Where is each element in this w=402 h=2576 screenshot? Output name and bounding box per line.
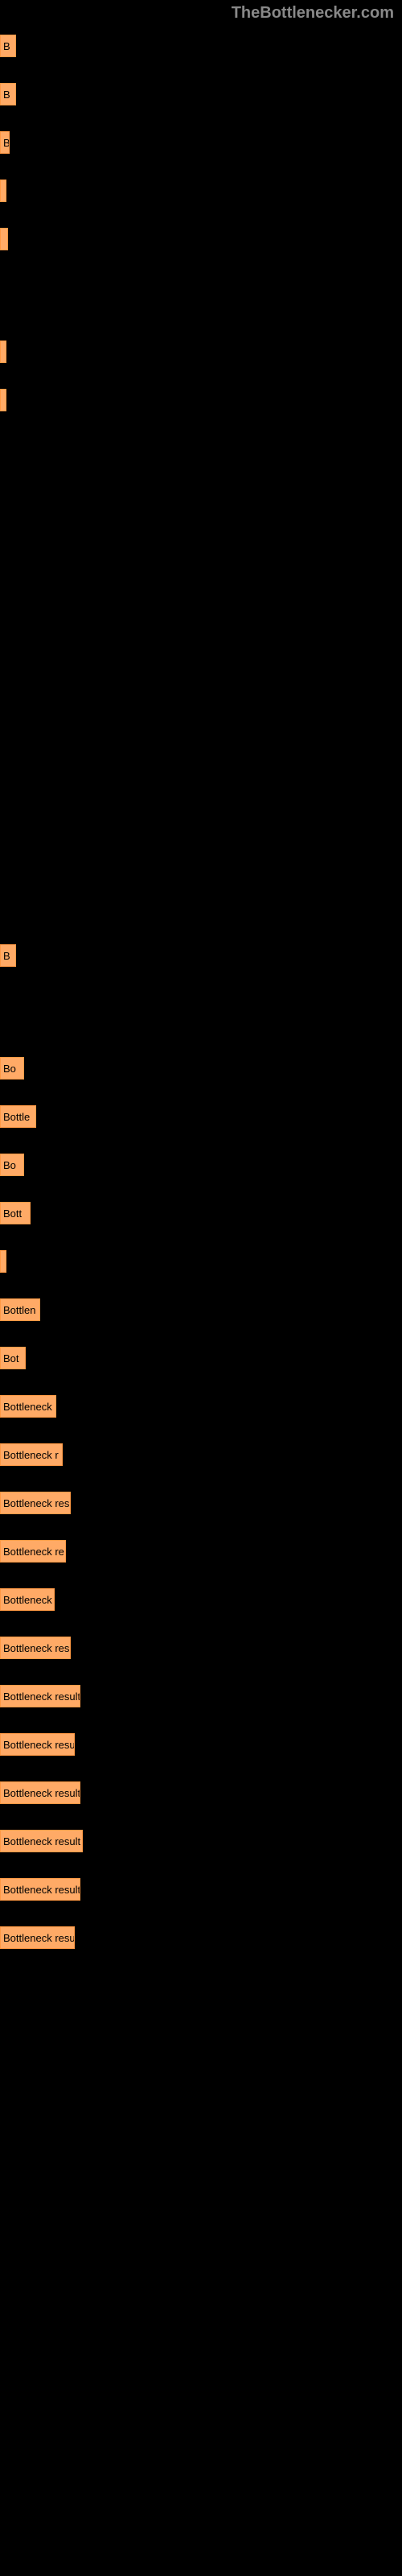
bar: B: [0, 83, 16, 105]
bar: Bottleneck resu: [0, 1926, 75, 1949]
bar-row: Bo: [0, 1057, 402, 1081]
bar: [0, 228, 8, 250]
bar-row: Bottleneck result: [0, 1830, 402, 1854]
bar-row: Bottleneck res: [0, 1637, 402, 1661]
bar-row: Bottleneck res: [0, 1492, 402, 1516]
bar: B: [0, 35, 16, 57]
bar-row: [0, 341, 402, 365]
bar: Bottleneck re: [0, 1540, 66, 1563]
bar-row: Bott: [0, 1202, 402, 1226]
bar: B: [0, 944, 16, 967]
bar: Bottleneck: [0, 1395, 56, 1418]
bar: Bott: [0, 1202, 31, 1224]
bar-row: Bo: [0, 1154, 402, 1178]
bar-row: Bottleneck result: [0, 1685, 402, 1709]
bar-row: Bottleneck result: [0, 1781, 402, 1806]
bar-row: B: [0, 944, 402, 968]
bar-row: Bottleneck r: [0, 1443, 402, 1468]
bar: Bottleneck resu: [0, 1733, 75, 1756]
bar-row: Bottlen: [0, 1298, 402, 1323]
bar: Bottle: [0, 1105, 36, 1128]
bar-row: Bottleneck result: [0, 1878, 402, 1902]
bar-row: Bottleneck re: [0, 1540, 402, 1564]
bar-row: [0, 1250, 402, 1274]
bar-row: Bottleneck: [0, 1588, 402, 1612]
bar-row: B: [0, 35, 402, 59]
chart-spacer: [0, 993, 402, 1057]
bar: Bottleneck: [0, 1588, 55, 1611]
bar: Bo: [0, 1057, 24, 1080]
bar: [0, 1250, 6, 1273]
bar: Bot: [0, 1347, 26, 1369]
bar-row: B: [0, 131, 402, 155]
bar: Bottleneck result: [0, 1685, 80, 1707]
site-title: TheBottlenecker.com: [232, 4, 394, 22]
bar-row: B: [0, 83, 402, 107]
bar: Bottleneck res: [0, 1492, 71, 1514]
bar-chart: B B B B Bo Bottle Bo Bott Bottlen Bot Bottleneck Bo…: [0, 27, 402, 1983]
bar-row: Bottleneck: [0, 1395, 402, 1419]
bar-row: [0, 180, 402, 204]
bar-row: [0, 228, 402, 252]
bar: Bottleneck r: [0, 1443, 63, 1466]
bar: Bottlen: [0, 1298, 40, 1321]
bar: B: [0, 131, 10, 154]
bar: [0, 180, 6, 202]
bar: Bo: [0, 1154, 24, 1176]
bar-row: Bot: [0, 1347, 402, 1371]
bar-row: Bottleneck resu: [0, 1733, 402, 1757]
bar: Bottleneck res: [0, 1637, 71, 1659]
bar: Bottleneck result: [0, 1830, 83, 1852]
bar-row: Bottleneck resu: [0, 1926, 402, 1951]
bar: Bottleneck result: [0, 1781, 80, 1804]
bar: [0, 389, 6, 411]
chart-spacer: [0, 276, 402, 341]
bar-row: Bottle: [0, 1105, 402, 1129]
chart-spacer: [0, 437, 402, 944]
bar-row: [0, 389, 402, 413]
bar: [0, 341, 6, 363]
header: TheBottlenecker.com: [0, 0, 402, 27]
bar: Bottleneck result: [0, 1878, 80, 1901]
